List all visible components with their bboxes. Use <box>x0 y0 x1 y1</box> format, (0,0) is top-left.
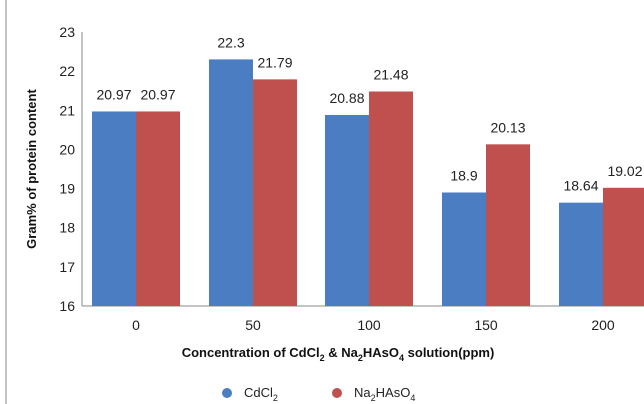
data-label-na2haso4-0: 20.97 <box>140 86 175 102</box>
data-label-na2haso4-200: 19.02 <box>607 163 642 179</box>
data-label-na2haso4-50: 21.79 <box>257 54 292 70</box>
legend-marker-cdcl2 <box>222 388 232 398</box>
data-label-na2haso4-150: 20.13 <box>490 119 525 135</box>
y-axis-title: Gram% of protein content <box>24 89 39 249</box>
data-label-cdcl2-50: 22.3 <box>217 34 244 50</box>
data-label-na2haso4-100: 21.48 <box>373 66 408 82</box>
legend-label-cdcl2: CdCl2 <box>244 385 278 403</box>
data-label-cdcl2-100: 20.88 <box>329 90 364 106</box>
x-title-sub-2: 2 <box>358 353 363 363</box>
legend-item-na2hasO4: Na2HAsO4 <box>332 385 415 403</box>
bar-cdcl2-0 <box>92 111 136 307</box>
bar-na2haso4-0 <box>136 111 180 307</box>
x-axis-ticks: 0 50 100 150 200 <box>132 317 615 333</box>
x-tick-label-200: 200 <box>591 317 615 333</box>
x-tick-label-150: 150 <box>474 317 498 333</box>
x-title-sub-3: 4 <box>399 353 404 363</box>
legend-item-cdcl2: CdCl2 <box>222 385 278 403</box>
x-title-part-4: solution(ppm) <box>404 345 494 360</box>
x-tick-label-100: 100 <box>357 317 381 333</box>
x-tick-label-0: 0 <box>132 317 140 333</box>
bar-na2haso4-50 <box>253 79 297 306</box>
legend-cdcl2-main: CdCl <box>244 385 273 400</box>
data-label-cdcl2-0: 20.97 <box>96 86 131 102</box>
legend: CdCl2 Na2HAsO4 <box>222 385 415 403</box>
data-labels-group: 20.97 20.97 22.3 21.79 20.88 21.48 18.9 20.13 18… <box>96 34 642 193</box>
bar-na2haso4-100 <box>369 91 413 306</box>
y-tick-label-20: 20 <box>59 141 75 157</box>
y-tick-label-22: 22 <box>59 63 75 79</box>
legend-cdcl2-sub: 2 <box>273 393 278 403</box>
y-axis-ticks: 16 17 18 19 20 21 22 23 <box>59 24 75 314</box>
bar-cdcl2-100 <box>325 114 369 307</box>
bar-na2haso4-150 <box>486 144 530 306</box>
bar-cdcl2-50 <box>209 59 253 307</box>
bar-cdcl2-150 <box>442 192 486 306</box>
bar-na2haso4-200 <box>603 187 644 306</box>
legend-na2hasO4-main: Na <box>354 385 371 400</box>
y-tick-label-18: 18 <box>59 220 75 236</box>
y-tick-label-19: 19 <box>59 181 75 197</box>
x-title-sub-1: 2 <box>320 353 325 363</box>
x-title-part-1: Concentration of CdCl <box>182 345 320 360</box>
y-tick-label-21: 21 <box>59 102 75 118</box>
x-axis-title: Concentration of CdCl2 & Na2HAsO4 soluti… <box>182 345 495 363</box>
legend-na2hasO4-tail: HAsO <box>376 385 411 400</box>
bar-cdcl2-200 <box>559 202 603 306</box>
data-label-cdcl2-200: 18.64 <box>563 178 598 194</box>
legend-na2hasO4-sub2: 4 <box>410 393 415 403</box>
legend-na2hasO4-sub: 2 <box>371 393 376 403</box>
bars-group <box>92 59 644 307</box>
y-tick-label-23: 23 <box>59 24 75 40</box>
y-tick-label-17: 17 <box>59 259 75 275</box>
x-tick-label-50: 50 <box>245 317 261 333</box>
legend-marker-na2hasO4 <box>332 388 342 398</box>
y-tick-label-16: 16 <box>59 298 75 314</box>
x-title-part-2: & Na <box>325 345 359 360</box>
data-label-cdcl2-150: 18.9 <box>450 167 477 183</box>
x-title-part-3: HAsO <box>363 345 399 360</box>
legend-label-na2hasO4: Na2HAsO4 <box>354 385 415 403</box>
